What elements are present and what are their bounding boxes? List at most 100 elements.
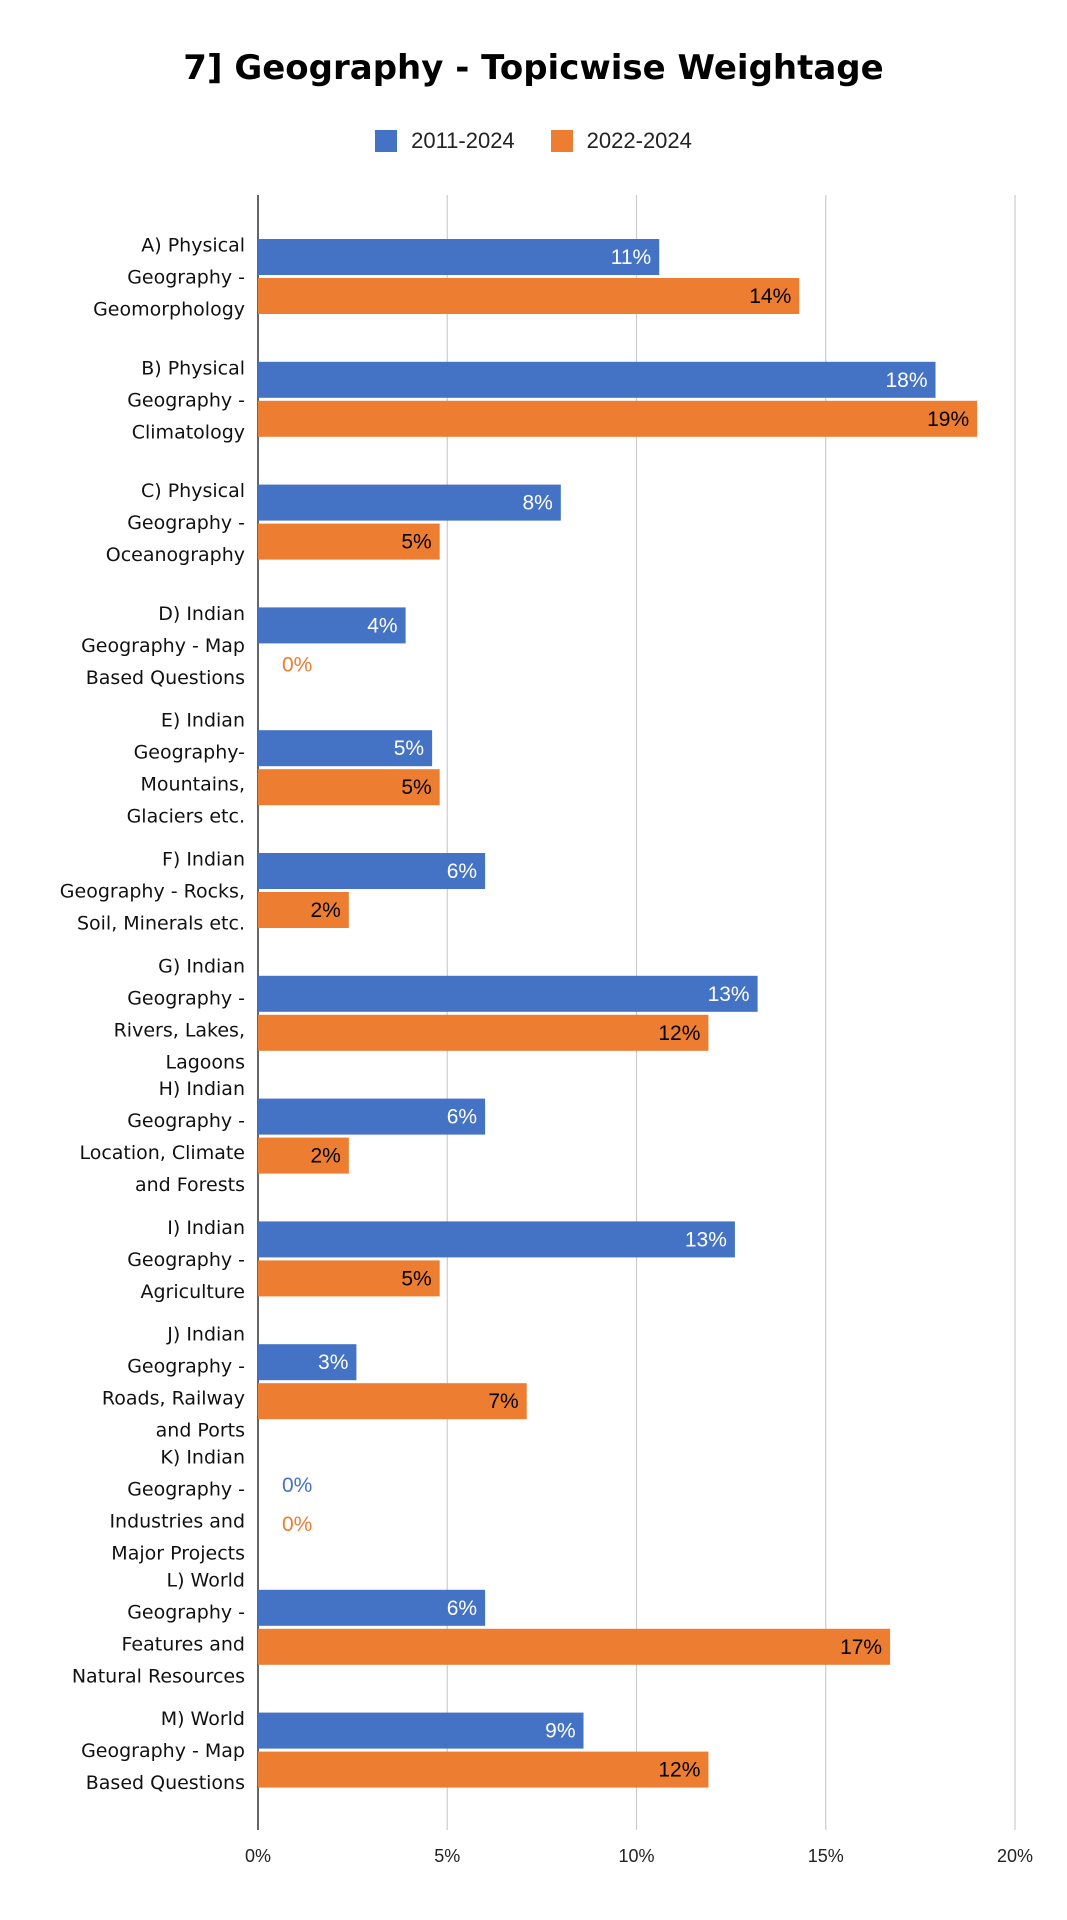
legend-item-series-1: 2011-2024 [375, 128, 515, 154]
data-label: 19% [927, 408, 969, 431]
bar-blue [258, 1589, 486, 1626]
category-label-line: J) Indian [166, 1324, 245, 1346]
category-label-line: Rivers, Lakes, [114, 1019, 245, 1041]
category-label-line: Geography - [127, 1249, 245, 1271]
data-label: 7% [488, 1390, 518, 1413]
category-label: G) Indian Geography - Rivers, Lakes, Lagoon… [114, 955, 245, 1073]
category-label-line: Geography - [127, 1601, 245, 1623]
category-label-line: Location, Climate [79, 1142, 245, 1164]
bar-orange [258, 523, 440, 560]
data-label: 8% [522, 492, 552, 515]
x-tick-label: 10% [618, 1846, 654, 1866]
bar-blue [258, 484, 561, 521]
data-label: 14% [749, 285, 791, 308]
category-label-line: Geography - [127, 987, 245, 1009]
data-label: 0% [282, 1513, 312, 1536]
category-label: E) Indian Geography- Mountains, Glaciers et… [127, 710, 245, 828]
category-label: M) World Geography - Map Based Questions [81, 1708, 245, 1794]
legend-label: 2011-2024 [411, 128, 515, 153]
category-label-line: Geomorphology [93, 299, 245, 321]
category-label-line: L) World [167, 1569, 246, 1591]
bar-orange [258, 1751, 709, 1788]
category-label: K) Indian Geography - Industries and Major … [109, 1447, 245, 1565]
category-label-line: C) Physical [141, 480, 245, 502]
category-label-line: I) Indian [167, 1217, 245, 1239]
data-label: 12% [658, 1022, 700, 1045]
category-label-line: Geography - Rocks, [60, 881, 245, 903]
category-label-line: Geography- [134, 742, 245, 764]
category-label-line: B) Physical [141, 357, 245, 379]
bar-blue [258, 853, 486, 889]
bar-blue [258, 1712, 584, 1749]
category-label: J) Indian Geography - Roads, Railway and Po… [102, 1324, 245, 1442]
category-label-line: and Ports [156, 1420, 245, 1442]
legend-swatch-orange [550, 130, 573, 152]
data-label: 2% [310, 899, 340, 922]
category-label-line: Agriculture [141, 1281, 246, 1303]
category-label-line: and Forests [135, 1174, 245, 1196]
category-label: H) Indian Geography - Location, Climate and… [79, 1078, 245, 1196]
category-label-line: Based Questions [86, 667, 245, 689]
bar-orange [258, 1383, 527, 1420]
category-label-line: Soil, Minerals etc. [77, 913, 245, 935]
category-label-line: Glaciers etc. [127, 806, 245, 828]
bar-blue [258, 607, 406, 644]
category-label-line: H) Indian [159, 1078, 245, 1100]
category-label-line: D) Indian [158, 603, 245, 625]
category-label-line: Geography - Map [81, 635, 245, 657]
bar-orange [258, 400, 978, 437]
bar-blue [258, 1221, 735, 1258]
bar-orange [258, 1014, 709, 1051]
category-label-line: Major Projects [111, 1543, 245, 1565]
category-label-line: E) Indian [161, 710, 245, 732]
category-label: C) Physical Geography - Oceanography [106, 480, 245, 566]
category-label-line: K) Indian [160, 1447, 245, 1469]
category-label-line: Geography - [127, 1110, 245, 1132]
data-label: 2% [310, 1145, 340, 1168]
data-label: 0% [282, 1474, 312, 1497]
data-label: 11% [611, 246, 651, 269]
data-label: 18% [885, 369, 927, 392]
data-label: 13% [685, 1228, 727, 1251]
category-label-line: Industries and [109, 1511, 245, 1533]
bar-orange [258, 892, 349, 928]
bar-blue [258, 361, 936, 398]
data-label: 6% [447, 860, 477, 883]
category-label: I) Indian Geography - Agriculture [127, 1217, 245, 1303]
category-label: F) Indian Geography - Rocks, Soil, Mineral… [60, 849, 245, 935]
bar-orange [258, 769, 440, 806]
legend: 2011-2024 2022-2024 [0, 128, 1067, 154]
data-label: 0% [282, 653, 312, 676]
legend-swatch-blue [375, 130, 398, 152]
category-label-line: G) Indian [158, 955, 245, 977]
category-label-line: Oceanography [106, 544, 245, 566]
category-label-line: Geography - [127, 1479, 245, 1501]
data-label: 5% [401, 776, 431, 799]
category-label-line: Roads, Railway [102, 1388, 245, 1410]
data-label: 5% [394, 737, 424, 760]
bar-blue [258, 1098, 486, 1135]
bar-orange [258, 1628, 891, 1665]
data-label: 6% [447, 1597, 477, 1620]
category-label-line: Geography - [127, 512, 245, 534]
data-label: 5% [401, 1267, 431, 1290]
category-label-line: Geography - [127, 267, 245, 289]
bar-blue [258, 239, 660, 275]
chart-title: 7] Geography - Topicwise Weightage [183, 48, 884, 88]
category-label-line: Geography - Map [81, 1740, 245, 1762]
category-label-line: A) Physical [141, 235, 245, 257]
data-label: 12% [658, 1759, 700, 1782]
category-label-line: Natural Resources [72, 1665, 245, 1687]
category-label-line: M) World [161, 1708, 245, 1730]
legend-label: 2022-2024 [586, 128, 692, 153]
category-label: L) World Geography - Features and Natural R… [72, 1569, 245, 1687]
category-label-line: Mountains, [141, 774, 245, 796]
category-label-line: Geography - [127, 1356, 245, 1378]
bar-orange [258, 1137, 349, 1174]
category-label: D) Indian Geography - Map Based Questions [81, 603, 245, 689]
data-label: 3% [318, 1351, 348, 1374]
bar-blue [258, 975, 758, 1012]
bar-blue [258, 730, 433, 767]
data-label: 9% [545, 1720, 575, 1743]
